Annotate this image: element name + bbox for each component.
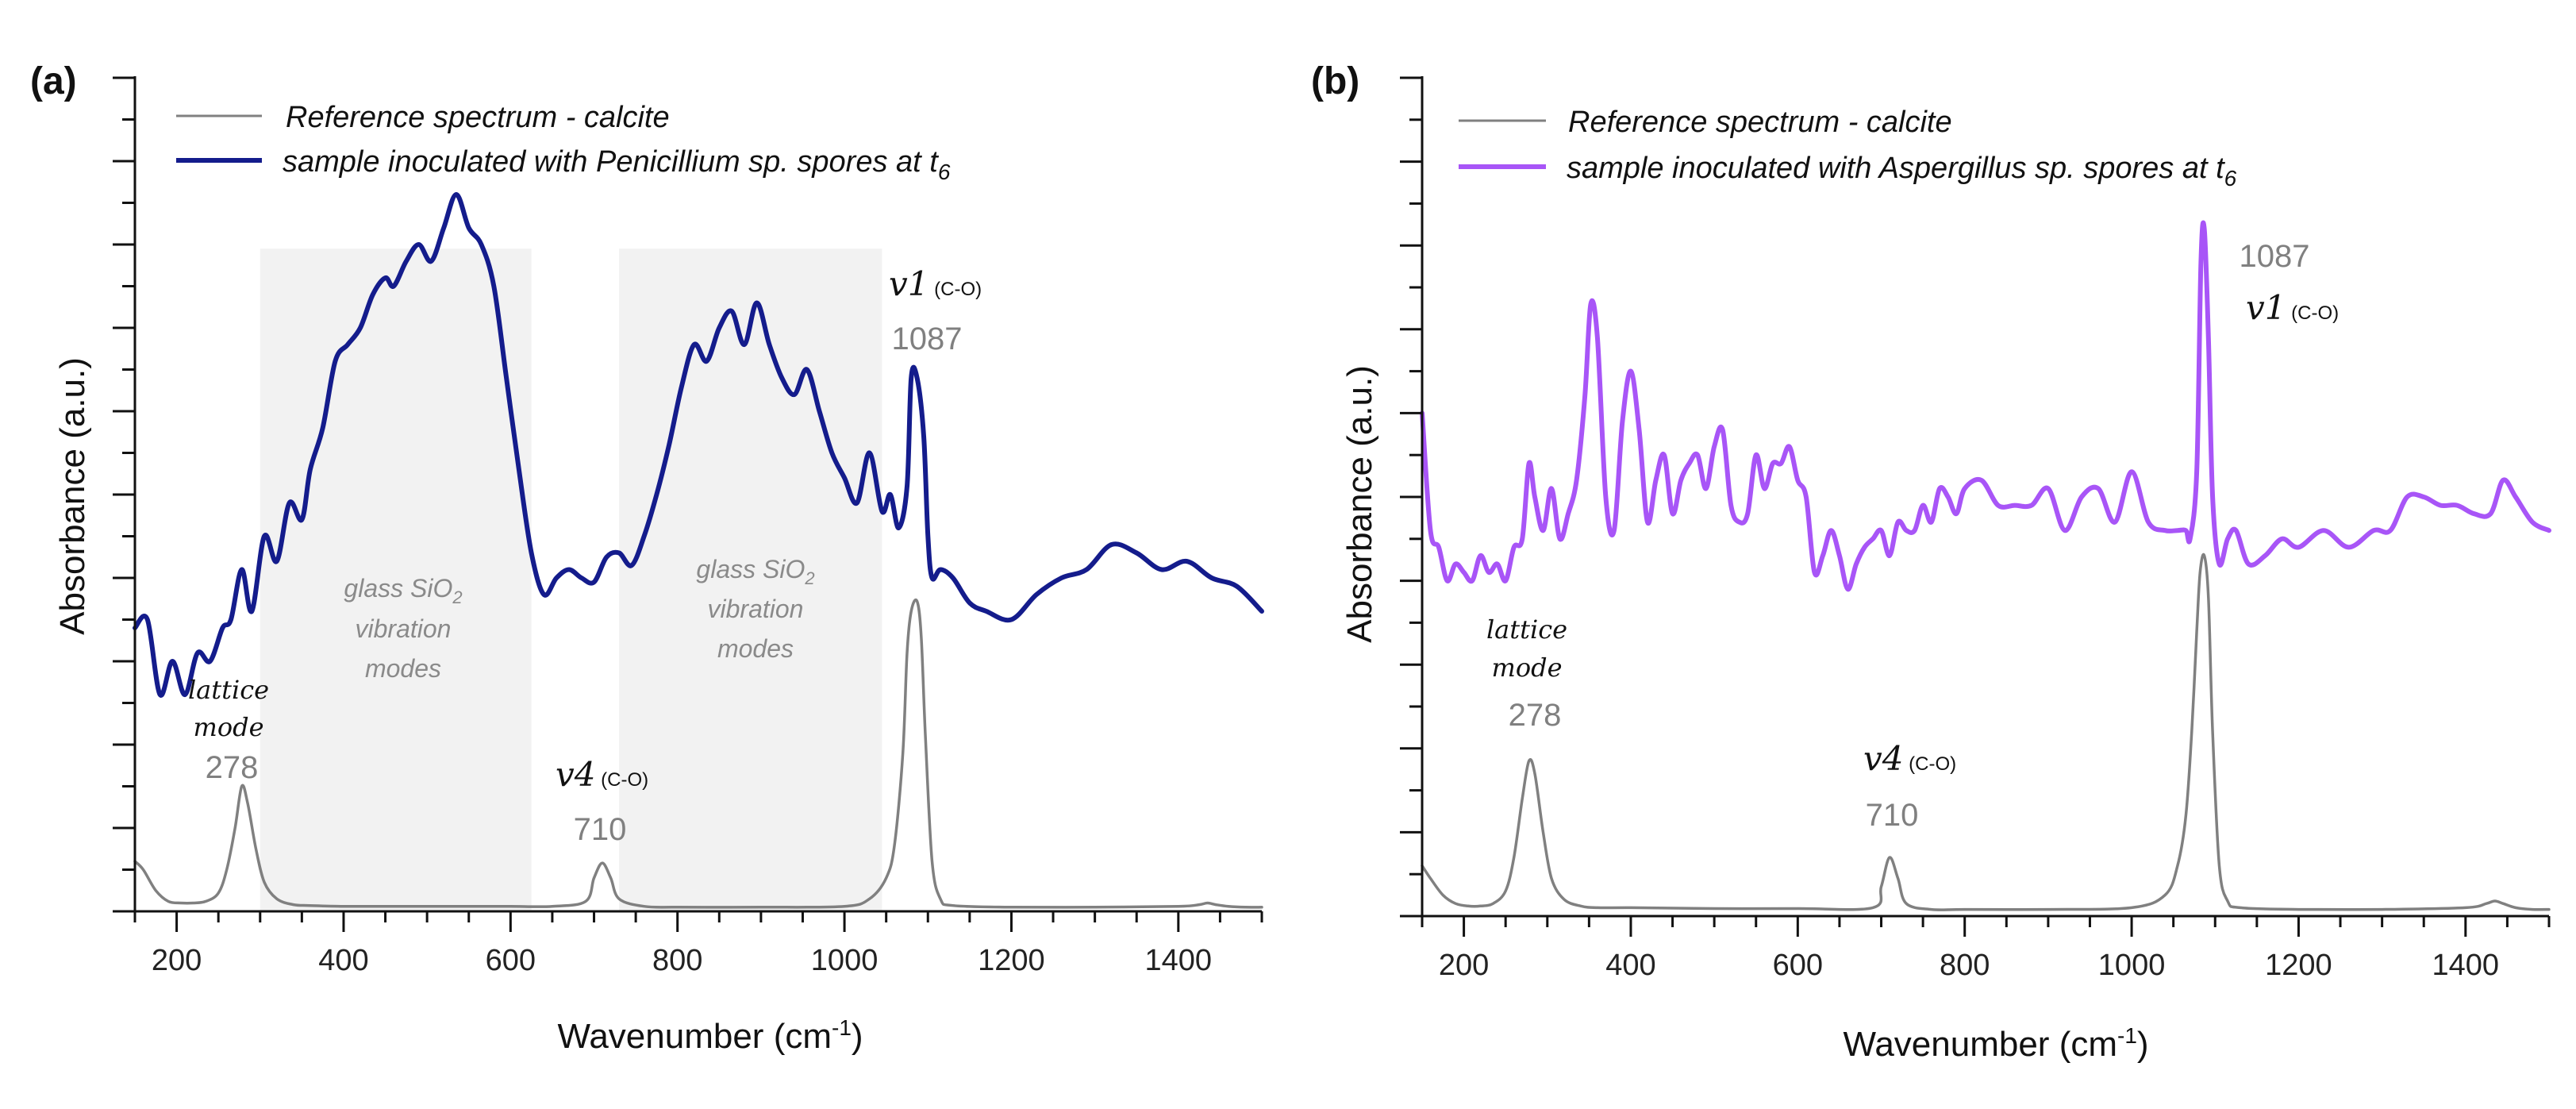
x-axis-title-a-text: Wavenumber (cm bbox=[557, 1017, 832, 1056]
reference-series-a bbox=[133, 598, 1263, 909]
shade-a1-line1-sub: 2 bbox=[452, 587, 462, 607]
annot-b-v1-label: v1 bbox=[2246, 288, 2286, 327]
annot-b-v4-label: v4 bbox=[1863, 739, 1903, 778]
y-axis-title-b: Absorbance (a.u.) bbox=[1340, 365, 1379, 643]
x-tick-label-b: 200 bbox=[1439, 949, 1489, 982]
legend-a: Reference spectrum - calcite sample inoc… bbox=[176, 101, 951, 184]
annot-a-v1-value: 1087 bbox=[892, 322, 963, 356]
legend-a-sample-text: sample inoculated with Penicillium sp. s… bbox=[283, 145, 939, 179]
annot-a-v4-sub: (C-O) bbox=[595, 769, 648, 791]
y-axis-title-a: Absorbance (a.u.) bbox=[53, 357, 92, 635]
panel-a-label: (a) bbox=[30, 60, 77, 102]
shade-a1-label: glass SiO2 vibration modes bbox=[344, 574, 462, 683]
annot-a-lattice-value: 278 bbox=[206, 750, 259, 785]
shade-a1-line3: modes bbox=[365, 654, 441, 683]
annot-a-v1: v1 (C-O) bbox=[889, 264, 982, 303]
legend-b-sample-label: sample inoculated with Aspergillus sp. s… bbox=[1567, 152, 2237, 191]
annot-a-lattice-line1: lattice bbox=[188, 675, 269, 705]
sample-line-b bbox=[1420, 220, 2551, 592]
annot-a-lattice-line2: mode bbox=[193, 712, 263, 742]
shaded-regions-a bbox=[260, 248, 882, 911]
x-axis-title-b: Wavenumber (cm-1) bbox=[1843, 1023, 2148, 1064]
x-tick-label-b: 1400 bbox=[2432, 949, 2500, 982]
x-axis-title-a: Wavenumber (cm-1) bbox=[557, 1015, 863, 1056]
legend-a-sample-label: sample inoculated with Penicillium sp. s… bbox=[283, 145, 951, 184]
shaded-region-a2 bbox=[619, 248, 882, 911]
annot-b-v1-value: 1087 bbox=[2240, 239, 2310, 274]
annot-a-v1-sub: (C-O) bbox=[929, 279, 982, 300]
x-axis-title-a-close: ) bbox=[852, 1017, 863, 1056]
annot-a-v4-label: v4 bbox=[556, 755, 595, 794]
shade-a2-line1-text: glass SiO bbox=[696, 555, 805, 583]
x-tick-label-a: 1000 bbox=[811, 944, 879, 977]
shade-a1-line2: vibration bbox=[356, 614, 452, 643]
shade-a2-line1-sub: 2 bbox=[804, 568, 814, 588]
x-tick-label-a: 1200 bbox=[978, 944, 1045, 977]
annot-b-v1: v1 (C-O) bbox=[2246, 288, 2339, 327]
panel-b-label: (b) bbox=[1311, 60, 1359, 102]
axes-b: 200 400 600 800 1000 1200 1400 bbox=[1400, 76, 2551, 982]
x-tick-label-b: 1200 bbox=[2265, 949, 2332, 982]
shade-a2-line1: glass SiO2 bbox=[696, 555, 814, 588]
axes-a: 200 400 600 800 1000 1200 1400 bbox=[113, 76, 1263, 977]
shade-a1-line1-text: glass SiO bbox=[344, 574, 452, 603]
sample-series-b bbox=[1420, 220, 2551, 592]
shade-a2-label: glass SiO2 vibration modes bbox=[696, 555, 814, 663]
reference-series-b bbox=[1421, 553, 2551, 911]
x-tick-label-a: 200 bbox=[152, 944, 202, 977]
annot-a-v1-label: v1 bbox=[889, 264, 929, 303]
annot-b-v4-value: 710 bbox=[1866, 798, 1919, 833]
annot-b-v4: v4 (C-O) bbox=[1863, 739, 1956, 778]
shade-a2-line2: vibration bbox=[708, 595, 804, 623]
shade-a2-line3: modes bbox=[717, 634, 794, 663]
shaded-region-a1 bbox=[260, 248, 532, 911]
x-axis-title-b-close: ) bbox=[2137, 1025, 2149, 1064]
legend-b-sample-sub: 6 bbox=[2224, 166, 2237, 191]
reference-line-b bbox=[1421, 553, 2551, 911]
annot-a-v4-value: 710 bbox=[574, 812, 627, 847]
legend-b: Reference spectrum - calcite sample inoc… bbox=[1459, 106, 2237, 191]
x-tick-label-a: 1400 bbox=[1145, 944, 1213, 977]
x-tick-label-a: 400 bbox=[318, 944, 368, 977]
annot-b-v4-sub: (C-O) bbox=[1903, 753, 1956, 775]
annot-b-lattice-line2: mode bbox=[1491, 653, 1562, 683]
sample-line-a bbox=[133, 192, 1264, 698]
legend-b-sample-text: sample inoculated with Aspergillus sp. s… bbox=[1567, 152, 2225, 185]
annot-b-lattice-value: 278 bbox=[1509, 698, 1562, 733]
panel-b: (b) 200 400 600 800 1000 1200 1400 Reference s… bbox=[1311, 60, 2551, 1064]
x-tick-label-b: 600 bbox=[1773, 949, 1823, 982]
x-tick-label-b: 1000 bbox=[2098, 949, 2166, 982]
legend-a-sample-sub: 6 bbox=[938, 160, 951, 184]
panel-a: (a) 200 400 600 800 1000 1200 1400 Reference s… bbox=[30, 60, 1264, 1056]
legend-b-ref-label: Reference spectrum - calcite bbox=[1568, 106, 1952, 139]
sample-series-a bbox=[133, 192, 1264, 698]
x-axis-title-b-sup: -1 bbox=[2117, 1023, 2137, 1048]
annot-a-v4: v4 (C-O) bbox=[556, 755, 648, 794]
annot-b-v1-sub: (C-O) bbox=[2286, 302, 2339, 324]
legend-a-ref-label: Reference spectrum - calcite bbox=[286, 101, 670, 134]
x-axis-title-a-sup: -1 bbox=[832, 1015, 852, 1040]
x-tick-label-b: 800 bbox=[1940, 949, 1990, 982]
x-axis-title-b-text: Wavenumber (cm bbox=[1843, 1025, 2117, 1064]
reference-line-a bbox=[133, 598, 1263, 909]
annot-b-lattice-line1: lattice bbox=[1486, 614, 1567, 645]
x-tick-label-a: 600 bbox=[486, 944, 536, 977]
x-tick-label-a: 800 bbox=[652, 944, 702, 977]
shade-a1-line1: glass SiO2 bbox=[344, 574, 462, 607]
x-tick-label-b: 400 bbox=[1605, 949, 1655, 982]
